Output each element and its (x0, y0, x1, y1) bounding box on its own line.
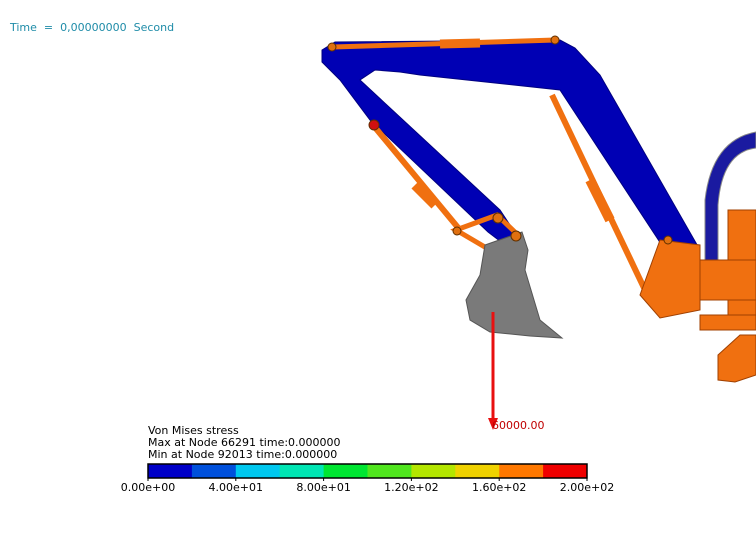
pin (510, 230, 522, 242)
legend-min: Min at Node 92013 time:0.000000 (148, 448, 337, 461)
pin (327, 42, 337, 52)
pin (492, 212, 504, 224)
colorbar-segment (235, 464, 281, 478)
colorbar-segment (279, 464, 325, 478)
track (717, 334, 756, 383)
colorbar-segment (367, 464, 412, 478)
colorbar-tick-label: 1.60e+02 (472, 481, 526, 494)
colorbar-segment (148, 464, 193, 478)
force-arrowhead (488, 418, 498, 430)
colorbar-segment (323, 464, 368, 478)
colorbar-border (147, 463, 588, 479)
colorbar-segment (499, 464, 544, 478)
colorbar: 0.00e+00 4.00e+01 8.00e+01 1.20e+02 1.60e+02… (121, 463, 614, 494)
pin (368, 119, 380, 131)
force-label: 60000.00 (492, 419, 545, 432)
colorbar-tick-label: 1.20e+02 (384, 481, 438, 494)
colorbar-tick-label: 8.00e+01 (296, 481, 350, 494)
bucket (465, 231, 564, 339)
cab-frame (704, 131, 756, 301)
cylinder (439, 38, 481, 49)
colorbar-segment (191, 464, 237, 478)
frame (699, 314, 756, 331)
time-label: Time = 0,00000000 Second (9, 21, 174, 34)
colorbar-segment (455, 464, 500, 478)
pin (550, 35, 560, 45)
colorbar-segment (543, 464, 588, 478)
excavator (321, 35, 756, 383)
colorbar-tick-label: 4.00e+01 (209, 481, 263, 494)
pin (452, 226, 462, 236)
cab-base (699, 259, 756, 301)
colorbar-segment (411, 464, 456, 478)
legend-max: Max at Node 66291 time:0.000000 (148, 436, 341, 449)
cylinder (411, 181, 439, 209)
pin (663, 235, 673, 245)
swing-bracket (639, 239, 701, 319)
cylinder (370, 123, 463, 232)
colorbar-tick-label: 0.00e+00 (121, 481, 175, 494)
colorbar-tick-label: 2.00e+02 (560, 481, 614, 494)
cylinder (585, 177, 615, 223)
legend-title: Von Mises stress (148, 424, 239, 437)
boom (321, 39, 701, 269)
